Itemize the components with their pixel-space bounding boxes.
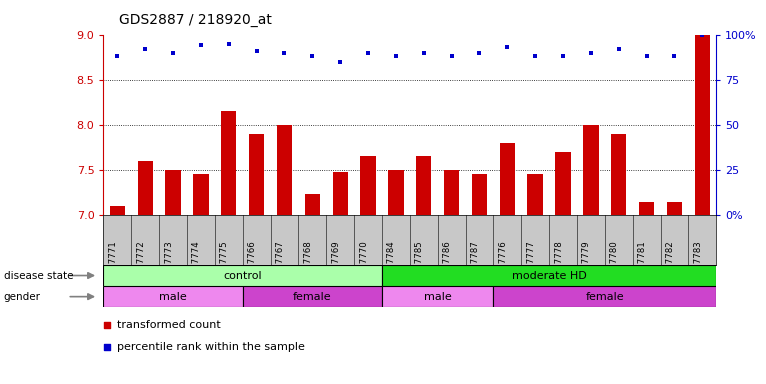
Text: male: male: [424, 291, 451, 302]
Bar: [611, 134, 627, 215]
Point: [529, 53, 542, 59]
Point: [613, 46, 625, 52]
Bar: [382, 265, 716, 286]
Bar: [305, 194, 320, 215]
Bar: [165, 170, 181, 215]
Point: [417, 50, 430, 56]
Bar: [332, 172, 348, 215]
Point: [223, 40, 235, 46]
Bar: [416, 156, 431, 215]
Point: [111, 53, 123, 59]
Bar: [138, 161, 153, 215]
Bar: [472, 174, 487, 215]
Text: disease state: disease state: [4, 270, 74, 281]
Bar: [103, 286, 243, 307]
Point: [584, 50, 597, 56]
Text: female: female: [585, 291, 624, 302]
Bar: [444, 170, 460, 215]
Text: percentile rank within the sample: percentile rank within the sample: [117, 341, 305, 352]
Bar: [639, 202, 654, 215]
Point: [323, 45, 336, 51]
Point: [446, 53, 458, 59]
Bar: [110, 206, 125, 215]
Bar: [555, 152, 571, 215]
Point: [167, 50, 179, 56]
Point: [278, 50, 290, 56]
Bar: [243, 286, 382, 307]
Text: gender: gender: [4, 291, 41, 302]
Bar: [666, 202, 682, 215]
Point: [306, 53, 319, 59]
Bar: [382, 286, 493, 307]
Text: GDS2887 / 218920_at: GDS2887 / 218920_at: [119, 13, 272, 27]
Bar: [249, 134, 264, 215]
Point: [557, 53, 569, 59]
Bar: [499, 143, 515, 215]
Point: [334, 59, 346, 65]
Point: [501, 44, 513, 50]
Point: [195, 42, 207, 48]
Bar: [493, 286, 716, 307]
Point: [696, 31, 709, 38]
Bar: [221, 111, 237, 215]
Point: [323, 237, 336, 243]
Bar: [277, 125, 292, 215]
Point: [139, 46, 152, 52]
Point: [362, 50, 374, 56]
Bar: [695, 35, 710, 215]
Bar: [103, 265, 382, 286]
Bar: [193, 174, 208, 215]
Text: transformed count: transformed count: [117, 320, 221, 331]
Bar: [360, 156, 375, 215]
Point: [473, 50, 486, 56]
Text: male: male: [159, 291, 187, 302]
Bar: [583, 125, 598, 215]
Point: [390, 53, 402, 59]
Text: female: female: [293, 291, 332, 302]
Point: [668, 53, 680, 59]
Bar: [388, 170, 404, 215]
Bar: [528, 174, 543, 215]
Point: [640, 53, 653, 59]
Text: moderate HD: moderate HD: [512, 270, 587, 281]
Point: [250, 48, 263, 54]
Text: control: control: [224, 270, 262, 281]
